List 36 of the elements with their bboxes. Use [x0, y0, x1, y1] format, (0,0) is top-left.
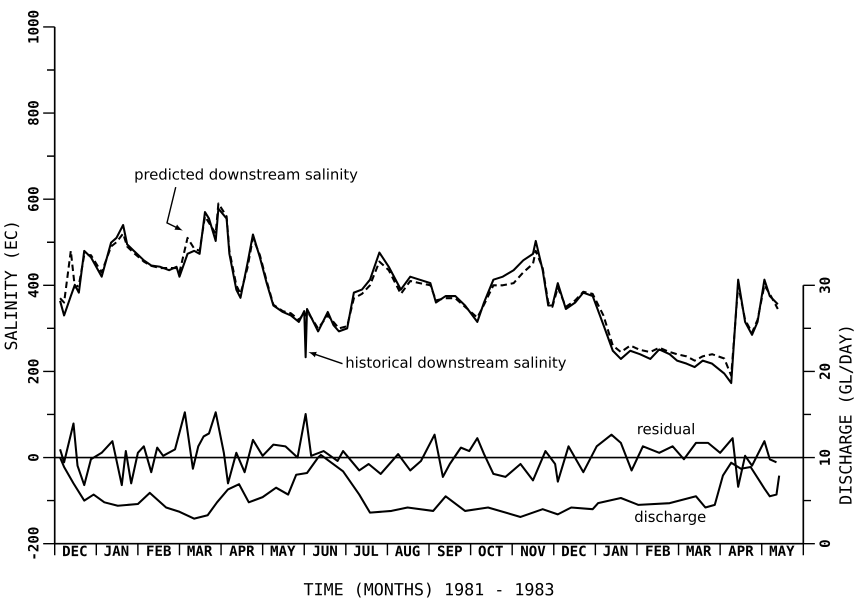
x-tick-label: JAN — [104, 546, 128, 556]
y2-tick-label: 20 — [819, 364, 830, 380]
x-tick-label: APR — [728, 546, 754, 556]
x-tick-label: AUG — [395, 546, 420, 556]
x-axis-title: TIME (MONTHS) 1981 - 1983 — [304, 582, 554, 598]
x-tick-label: NOV — [521, 546, 546, 556]
series-label: discharge — [635, 510, 706, 526]
series-label: residual — [638, 423, 694, 434]
x-tick-label: DEC — [63, 546, 87, 556]
text: predicted downstream salinity — [135, 168, 358, 183]
x-tick-label: MAY — [270, 546, 296, 556]
y-tick-label: 1000 — [28, 10, 39, 43]
legend-label: historical downstream salinity — [346, 356, 566, 371]
x-tick-label: JUN — [313, 546, 337, 556]
x-tick-label: JUL — [354, 546, 378, 556]
x-tick-label: OCT — [478, 546, 503, 556]
y2-tick-label: 30 — [819, 278, 830, 294]
y-tick-label: -200 — [28, 528, 39, 559]
y2-tick-label: 0 — [819, 540, 830, 548]
x-tick-label: MAR — [686, 546, 712, 556]
x-tick-label: JAN — [603, 546, 628, 556]
x-tick-label: APR — [229, 546, 255, 556]
x-tick-label: MAY — [770, 546, 795, 556]
y-tick-label: 800 — [28, 101, 39, 126]
x-tick-label: SEP — [438, 546, 462, 556]
x-tick-label: FEB — [147, 546, 171, 556]
x-tick-label: DEC — [562, 546, 586, 556]
y-tick-label: 200 — [28, 360, 39, 384]
y-axis-title: SALINITY (EC) — [4, 224, 20, 350]
x-tick-label: MAR — [187, 546, 212, 556]
y2-axis-title: DISCHARGE (GL/DAY) — [838, 328, 854, 504]
y-tick-label: 0 — [28, 454, 39, 462]
y-tick-label: 600 — [28, 187, 39, 212]
x-tick-label: FEB — [646, 546, 670, 556]
y-tick-label: 400 — [28, 274, 39, 298]
y2-tick-label: 10 — [819, 450, 830, 465]
